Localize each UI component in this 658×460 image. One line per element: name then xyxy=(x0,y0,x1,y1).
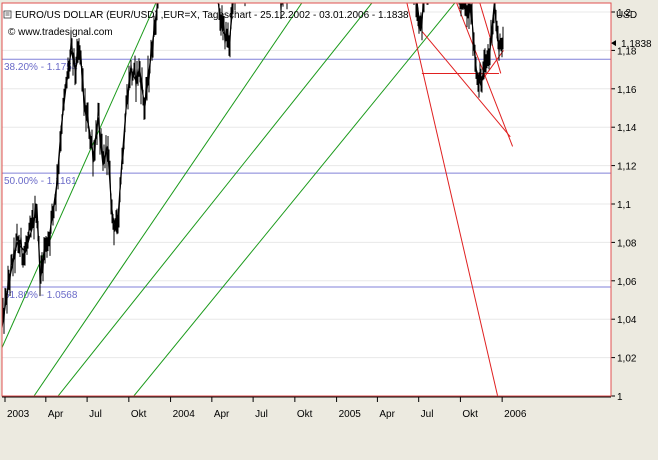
y-tick-label: 1,12 xyxy=(617,162,637,173)
last-price-label: 1,1838 xyxy=(621,39,652,50)
y-tick-label: 1,04 xyxy=(617,315,637,326)
plot-area[interactable] xyxy=(2,3,611,396)
x-tick-label: Jul xyxy=(255,409,268,420)
red-trendline xyxy=(406,3,499,396)
retracement-label: 38.20% - 1.1754 xyxy=(4,62,78,73)
x-tick-label: Apr xyxy=(48,409,64,420)
x-tick-label: 2005 xyxy=(339,409,362,420)
x-tick-label: Okt xyxy=(297,409,313,420)
source-credit: © www.tradesignal.com xyxy=(8,27,113,38)
x-tick-label: Jul xyxy=(421,409,434,420)
green-trendline xyxy=(133,3,456,396)
y-tick-label: 1,1 xyxy=(617,200,631,211)
chart-menu-icon[interactable] xyxy=(3,10,12,19)
x-tick-label: 2003 xyxy=(7,409,30,420)
price-series xyxy=(2,3,504,336)
y-tick-label: 1,16 xyxy=(617,85,637,96)
x-tick-label: Okt xyxy=(462,409,478,420)
grid xyxy=(2,11,611,397)
green-trendlines xyxy=(2,3,456,396)
retracement-label-bg xyxy=(3,61,89,73)
retracement-label-bg xyxy=(3,175,89,187)
y-axis-unit: USD xyxy=(616,10,637,21)
y-tick-label: 1,08 xyxy=(617,238,637,249)
chart-menu-icon-lines xyxy=(5,12,10,16)
y-tick-label: 1,02 xyxy=(617,354,637,365)
y-tick-label: 1 xyxy=(617,392,623,403)
y-tick-label: 1,2 xyxy=(617,8,631,19)
green-trendline xyxy=(57,3,373,396)
last-price-marker xyxy=(611,40,616,47)
y-tick-label: 1,06 xyxy=(617,277,637,288)
retracement-label: 61.80% - 1.0568 xyxy=(4,290,78,301)
chart-title: EURO/US DOLLAR (EUR/USD) ,EUR=X, Tagesch… xyxy=(15,10,409,21)
x-tick-label: Jul xyxy=(89,409,102,420)
x-tick-label: Okt xyxy=(131,409,147,420)
y-tick-label: 1,18 xyxy=(617,46,637,57)
x-tick-label: 2006 xyxy=(504,409,527,420)
red-trendline xyxy=(421,30,511,138)
retracement-label: 50.00% - 1.1161 xyxy=(4,176,77,187)
retracement-label-bg xyxy=(3,288,89,300)
plot-frame xyxy=(1,2,612,397)
x-axis: 2003 Apr Jul Okt 2004 Apr Jul Okt 2005 Apr Jul Okt 2… xyxy=(2,396,611,420)
x-tick-label: Apr xyxy=(379,409,395,420)
x-tick-label: 2004 xyxy=(173,409,196,420)
y-tick-label: 1,14 xyxy=(617,123,637,134)
x-tick-label: Apr xyxy=(214,409,230,420)
price-line xyxy=(2,3,504,329)
green-trendline xyxy=(33,3,303,396)
green-trendline xyxy=(2,3,157,349)
